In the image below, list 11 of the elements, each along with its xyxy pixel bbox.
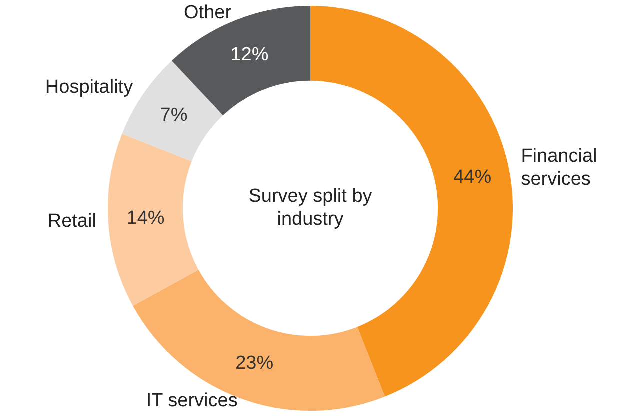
slice-label: Retail — [48, 211, 96, 232]
slice-label: Financial services — [521, 146, 598, 190]
text: Survey split by industry — [248, 186, 373, 230]
data-label: 44% — [454, 166, 492, 188]
data-label: 12% — [230, 44, 269, 66]
data-label: 14% — [126, 208, 165, 230]
slice-label: Other — [184, 2, 232, 24]
slice-label: IT services — [146, 390, 238, 412]
slice-label: Hospitality — [45, 77, 134, 98]
data-label: 23% — [236, 353, 274, 374]
data-label: 7% — [160, 104, 188, 126]
